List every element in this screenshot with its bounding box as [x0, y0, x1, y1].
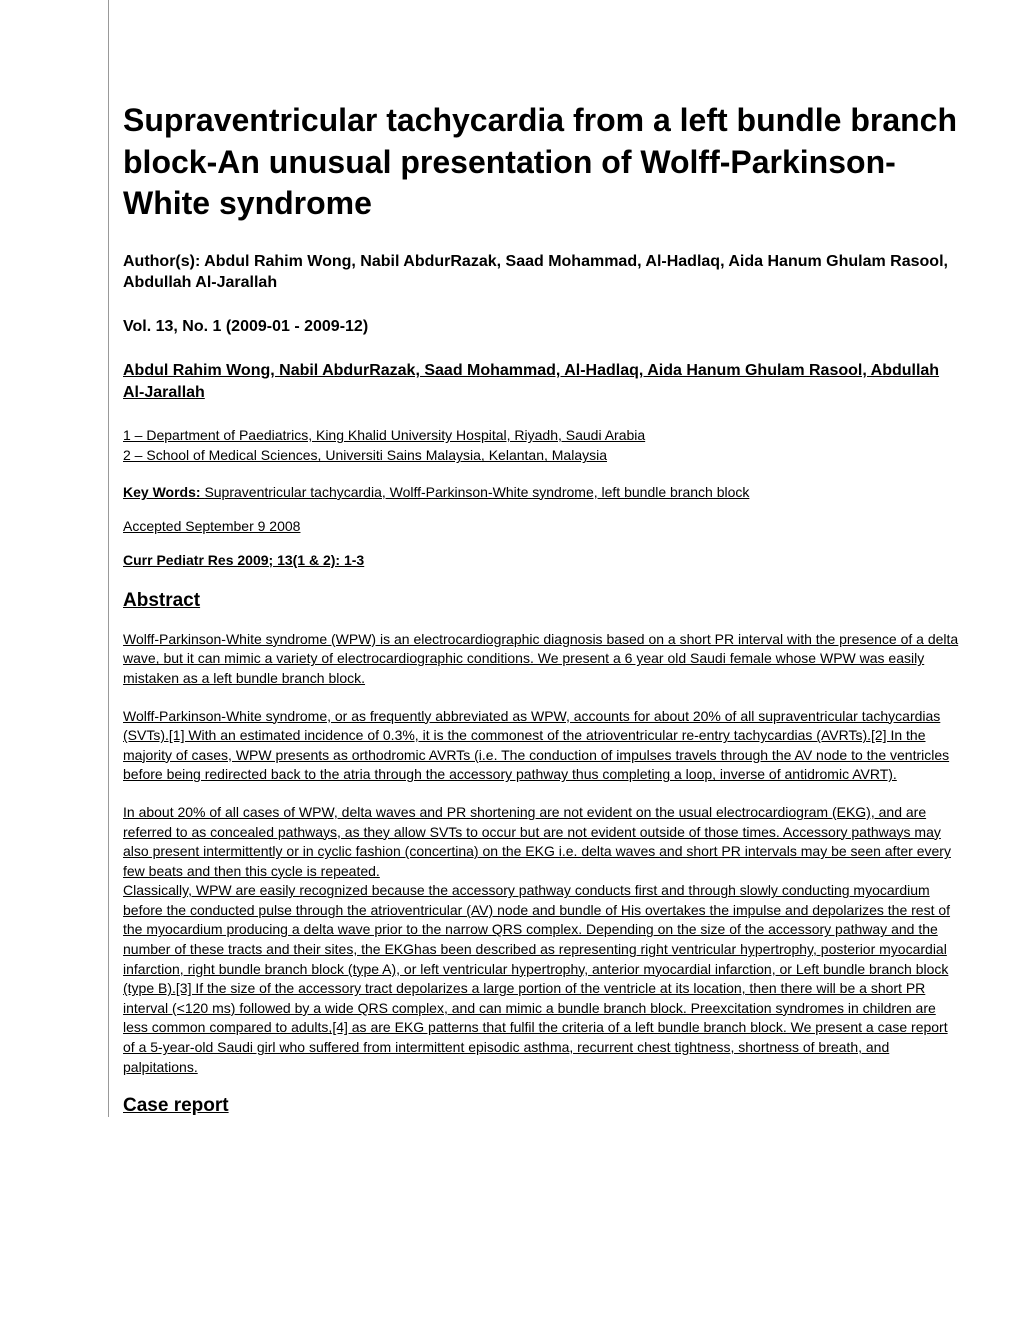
article-content: Supraventricular tachycardia from a left… [108, 0, 960, 1117]
abstract-paragraph-3[interactable]: In about 20% of all cases of WPW, delta … [123, 803, 960, 1077]
citation[interactable]: Curr Pediatr Res 2009; 13(1 & 2): 1-3 [123, 552, 960, 568]
keywords-line[interactable]: Key Words: Supraventricular tachycardia,… [123, 484, 960, 500]
keywords-text: Supraventricular tachycardia, Wolff-Park… [204, 484, 749, 500]
abstract-paragraph-2[interactable]: Wolff-Parkinson-White syndrome, or as fr… [123, 707, 960, 785]
accepted-date[interactable]: Accepted September 9 2008 [123, 518, 960, 534]
volume-issue: Vol. 13, No. 1 (2009-01 - 2009-12) [123, 318, 960, 336]
abstract-heading: Abstract [123, 590, 960, 612]
case-report-heading: Case report [123, 1095, 960, 1117]
abstract-paragraph-1[interactable]: Wolff-Parkinson-White syndrome (WPW) is … [123, 630, 960, 689]
authors-link[interactable]: Abdul Rahim Wong, Nabil AbdurRazak, Saad… [123, 360, 960, 403]
keywords-label: Key Words: [123, 484, 204, 500]
authors-line: Author(s): Abdul Rahim Wong, Nabil Abdur… [123, 251, 960, 294]
affiliations[interactable]: 1 – Department of Paediatrics, King Khal… [123, 425, 960, 466]
affiliation-2: 2 – School of Medical Sciences, Universi… [123, 447, 607, 463]
authors-label: Author(s): [123, 253, 204, 270]
article-title: Supraventricular tachycardia from a left… [123, 100, 960, 225]
authors-names: Abdul Rahim Wong, Nabil AbdurRazak, Saad… [123, 253, 948, 292]
affiliation-1: 1 – Department of Paediatrics, King Khal… [123, 427, 645, 443]
